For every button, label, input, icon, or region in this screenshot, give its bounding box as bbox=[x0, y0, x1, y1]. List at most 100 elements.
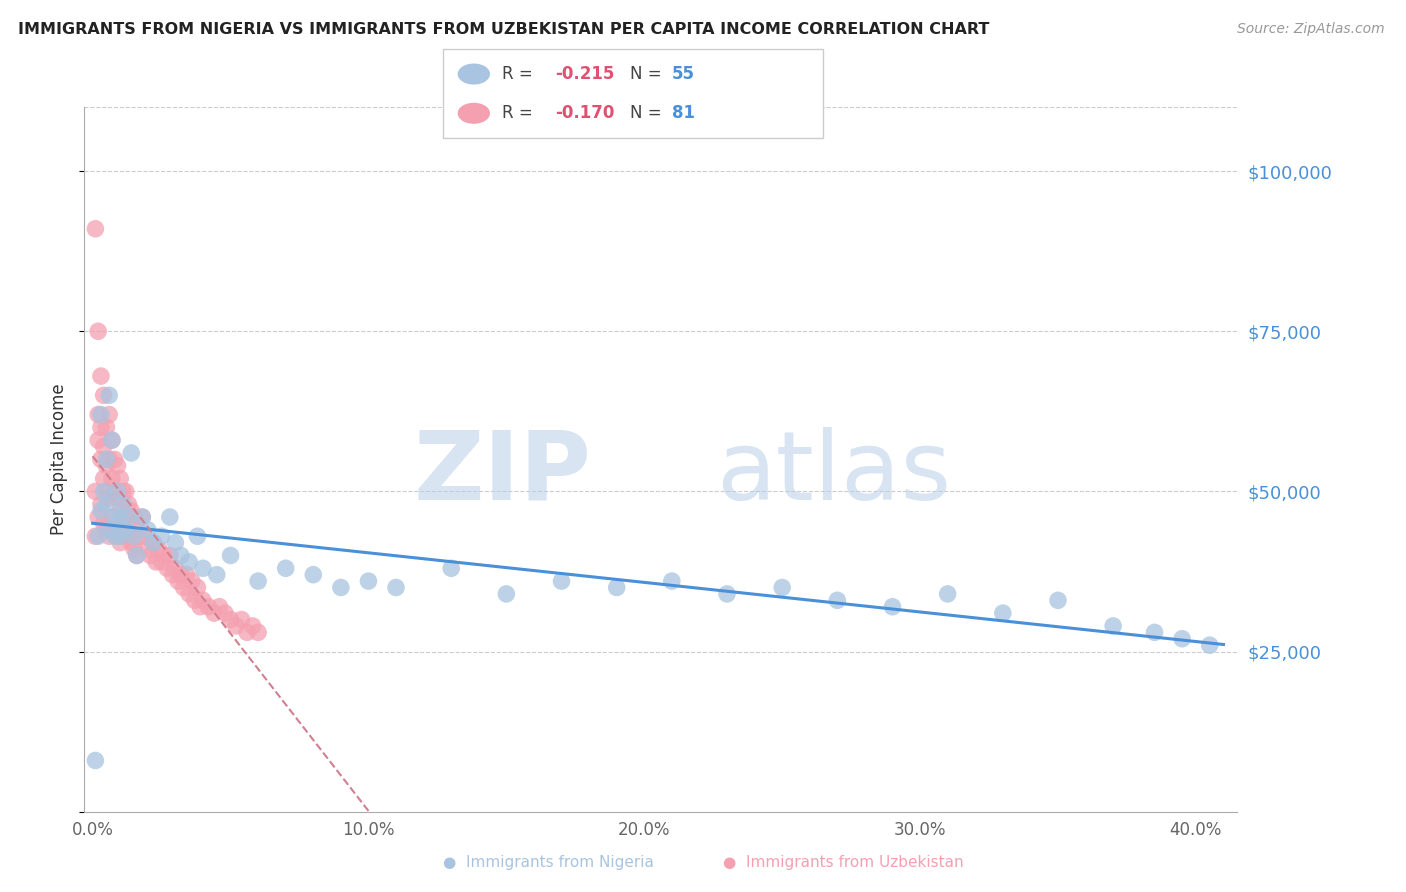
Point bbox=[101, 510, 124, 524]
Point bbox=[120, 503, 142, 517]
Point bbox=[329, 581, 352, 595]
Point bbox=[96, 523, 118, 537]
Point bbox=[142, 535, 165, 549]
Text: 81: 81 bbox=[672, 104, 695, 122]
Point bbox=[179, 587, 201, 601]
Point bbox=[98, 452, 121, 467]
Point bbox=[104, 452, 127, 467]
Point bbox=[122, 529, 145, 543]
Point bbox=[101, 472, 124, 486]
Point bbox=[110, 510, 132, 524]
Point bbox=[125, 549, 148, 563]
Text: atlas: atlas bbox=[716, 427, 952, 520]
Point bbox=[165, 535, 187, 549]
Point bbox=[111, 497, 134, 511]
Point bbox=[110, 472, 132, 486]
Point bbox=[107, 529, 129, 543]
Point bbox=[87, 433, 110, 447]
Point bbox=[179, 555, 201, 569]
Text: ZIP: ZIP bbox=[413, 427, 592, 520]
Point bbox=[214, 606, 236, 620]
Text: 55: 55 bbox=[672, 65, 695, 83]
Point bbox=[101, 433, 124, 447]
Point bbox=[197, 599, 219, 614]
Point bbox=[156, 561, 179, 575]
Point bbox=[440, 561, 463, 575]
Point bbox=[150, 529, 173, 543]
Point bbox=[142, 535, 165, 549]
Point bbox=[162, 567, 184, 582]
Point bbox=[98, 388, 121, 402]
Point bbox=[827, 593, 849, 607]
Point bbox=[1143, 625, 1166, 640]
Point bbox=[606, 581, 628, 595]
Point bbox=[357, 574, 380, 588]
Point bbox=[117, 510, 139, 524]
Text: N =: N = bbox=[630, 65, 666, 83]
Point bbox=[219, 549, 242, 563]
Point bbox=[84, 529, 107, 543]
Point bbox=[110, 529, 132, 543]
Point bbox=[225, 619, 247, 633]
Point bbox=[90, 420, 112, 434]
Text: -0.215: -0.215 bbox=[555, 65, 614, 83]
Point bbox=[247, 574, 270, 588]
Point bbox=[93, 516, 115, 531]
Point bbox=[111, 516, 134, 531]
Point bbox=[104, 510, 127, 524]
Point bbox=[93, 388, 115, 402]
Point bbox=[104, 529, 127, 543]
Point bbox=[110, 503, 132, 517]
Point bbox=[114, 510, 136, 524]
Point bbox=[882, 599, 904, 614]
Point bbox=[96, 452, 118, 467]
Point bbox=[98, 408, 121, 422]
Text: N =: N = bbox=[630, 104, 666, 122]
Point bbox=[139, 549, 162, 563]
Point bbox=[87, 510, 110, 524]
Point bbox=[661, 574, 683, 588]
Point bbox=[114, 484, 136, 499]
Point bbox=[93, 472, 115, 486]
Point bbox=[84, 484, 107, 499]
Text: R =: R = bbox=[502, 104, 538, 122]
Point bbox=[84, 754, 107, 768]
Point bbox=[236, 625, 259, 640]
Text: R =: R = bbox=[502, 65, 538, 83]
Point bbox=[90, 503, 112, 517]
Point bbox=[183, 593, 205, 607]
Point bbox=[202, 606, 225, 620]
Point bbox=[385, 581, 408, 595]
Point bbox=[136, 542, 159, 557]
Text: ●  Immigrants from Uzbekistan: ● Immigrants from Uzbekistan bbox=[723, 855, 965, 870]
Point bbox=[159, 549, 181, 563]
Point bbox=[120, 535, 142, 549]
Text: IMMIGRANTS FROM NIGERIA VS IMMIGRANTS FROM UZBEKISTAN PER CAPITA INCOME CORRELAT: IMMIGRANTS FROM NIGERIA VS IMMIGRANTS FR… bbox=[18, 22, 990, 37]
Point bbox=[170, 567, 193, 582]
Point bbox=[128, 529, 150, 543]
Point bbox=[90, 497, 112, 511]
Point bbox=[495, 587, 517, 601]
Point bbox=[231, 613, 253, 627]
Point bbox=[550, 574, 572, 588]
Point bbox=[98, 529, 121, 543]
Point bbox=[1171, 632, 1194, 646]
Point bbox=[87, 529, 110, 543]
Point bbox=[122, 542, 145, 557]
Point bbox=[991, 606, 1014, 620]
Point bbox=[96, 458, 118, 473]
Point bbox=[104, 484, 127, 499]
Text: Source: ZipAtlas.com: Source: ZipAtlas.com bbox=[1237, 22, 1385, 37]
Point bbox=[98, 523, 121, 537]
Point bbox=[176, 567, 198, 582]
Point bbox=[107, 484, 129, 499]
Point bbox=[107, 458, 129, 473]
Point bbox=[90, 408, 112, 422]
Point bbox=[186, 581, 208, 595]
Point bbox=[219, 613, 242, 627]
Point bbox=[93, 440, 115, 454]
Point bbox=[90, 452, 112, 467]
Point bbox=[173, 581, 195, 595]
Point bbox=[117, 497, 139, 511]
Point bbox=[247, 625, 270, 640]
